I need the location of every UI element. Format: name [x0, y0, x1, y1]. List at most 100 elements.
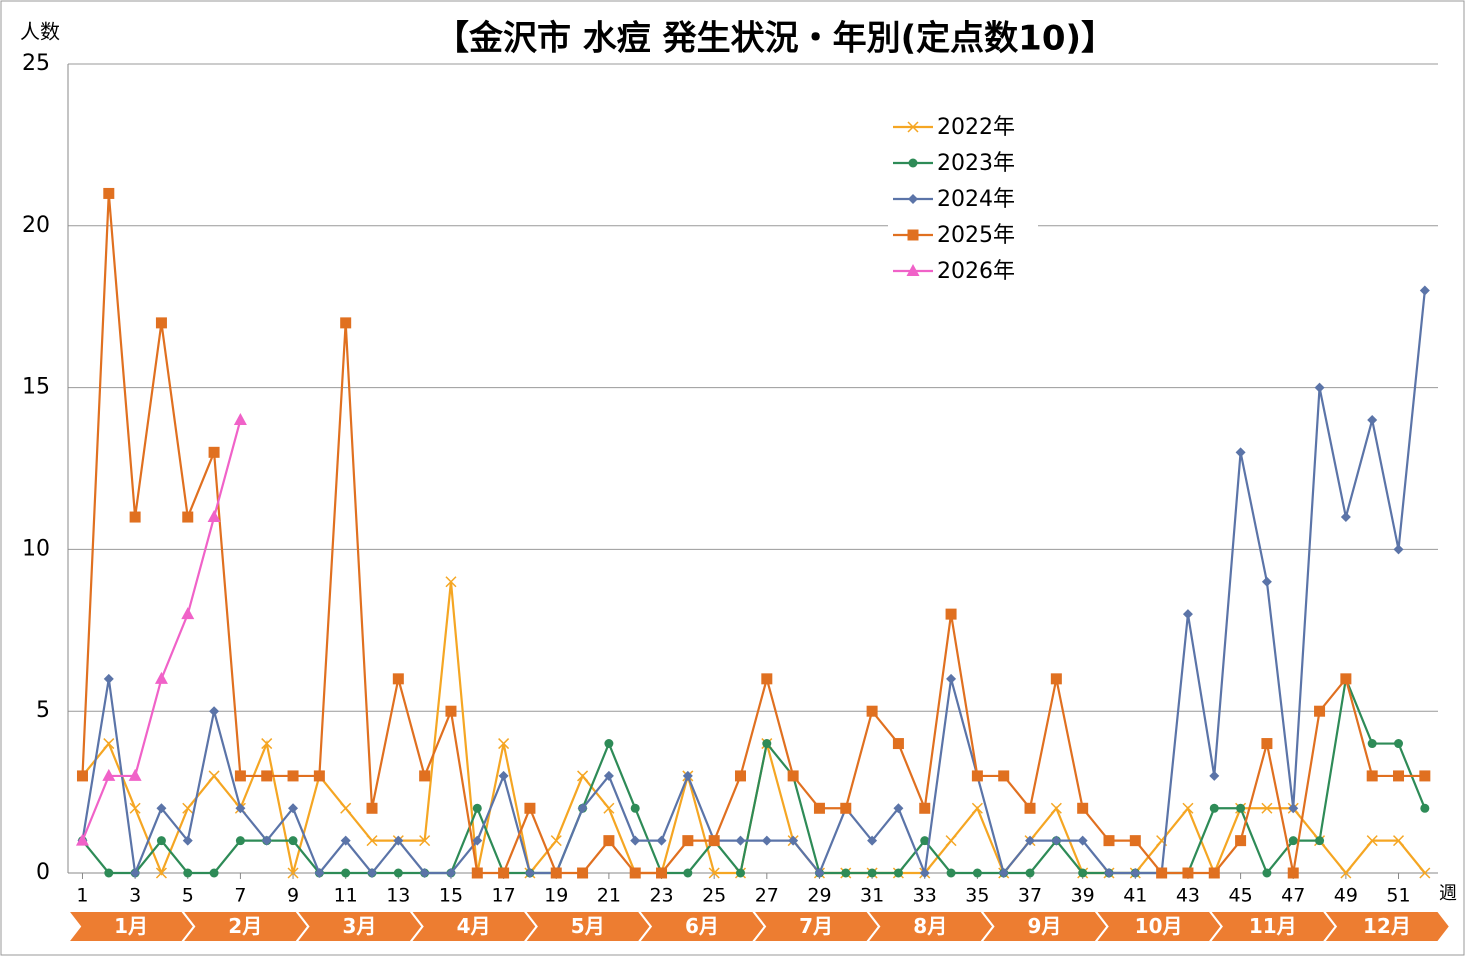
marker — [288, 836, 298, 846]
marker — [1366, 770, 1378, 782]
marker — [604, 739, 614, 749]
marker — [341, 868, 351, 878]
marker — [1236, 803, 1246, 813]
marker — [893, 868, 903, 878]
marker — [1419, 867, 1431, 879]
x-tick-label: 11 — [334, 885, 358, 907]
marker — [971, 770, 983, 782]
marker — [1235, 835, 1247, 847]
marker — [1261, 576, 1272, 587]
marker — [103, 738, 115, 750]
series-line — [81, 290, 1426, 878]
marker — [340, 835, 351, 846]
series-line — [81, 193, 1425, 875]
y-tick-label: 10 — [22, 536, 50, 561]
marker — [445, 576, 457, 588]
marker — [788, 835, 799, 846]
marker — [128, 768, 142, 781]
marker — [945, 835, 957, 847]
marker — [235, 836, 245, 846]
marker — [1315, 836, 1325, 846]
marker — [314, 868, 325, 878]
marker — [1077, 835, 1088, 846]
marker — [313, 770, 325, 782]
marker — [498, 867, 510, 879]
marker — [920, 836, 930, 846]
x-tick-label: 3 — [129, 885, 141, 907]
marker — [209, 868, 219, 878]
x-tick-label: 21 — [597, 885, 621, 907]
marker — [76, 770, 88, 782]
month-label: 6月 — [685, 914, 719, 938]
marker — [1288, 803, 1299, 814]
month-label: 1月 — [114, 914, 148, 938]
month-label: 12月 — [1363, 914, 1411, 938]
marker — [1314, 382, 1325, 393]
marker — [867, 835, 878, 846]
marker — [1366, 835, 1378, 847]
marker — [155, 867, 167, 879]
y-tick-label: 0 — [36, 860, 50, 885]
marker — [233, 412, 247, 425]
x-tick-label: 33 — [913, 885, 937, 907]
marker — [1288, 836, 1298, 846]
month-label: 10月 — [1135, 914, 1183, 938]
marker — [998, 770, 1010, 782]
marker — [1025, 868, 1035, 878]
marker — [1182, 609, 1193, 620]
marker — [735, 835, 746, 846]
marker — [207, 510, 221, 523]
marker — [762, 739, 772, 749]
marker — [340, 317, 352, 329]
marker — [261, 770, 273, 782]
marker — [946, 868, 956, 878]
marker — [1340, 867, 1352, 879]
marker — [1182, 802, 1194, 814]
marker — [367, 868, 378, 878]
marker — [208, 770, 220, 782]
x-tick-label: 5 — [182, 885, 194, 907]
marker — [1367, 739, 1377, 749]
marker — [682, 835, 694, 847]
marker — [945, 608, 957, 620]
marker — [1262, 868, 1272, 878]
marker — [1050, 673, 1062, 685]
marker — [261, 738, 273, 750]
marker — [155, 317, 167, 329]
y-tick-label: 15 — [22, 375, 50, 400]
marker — [366, 835, 378, 847]
marker — [471, 867, 483, 879]
x-axis-label: 週 — [1439, 883, 1457, 904]
x-tick-label: 25 — [702, 885, 726, 907]
x-tick-label: 7 — [234, 885, 246, 907]
marker — [814, 868, 825, 878]
marker — [1182, 867, 1194, 879]
legend-marker — [907, 229, 919, 241]
x-tick-label: 19 — [544, 885, 568, 907]
marker — [419, 770, 431, 782]
x-tick-label: 39 — [1071, 885, 1095, 907]
marker — [1419, 770, 1431, 782]
marker — [787, 770, 799, 782]
marker — [340, 802, 352, 814]
marker — [472, 835, 483, 846]
marker — [734, 770, 746, 782]
marker — [603, 835, 615, 847]
y-axis-label: 人数 — [20, 20, 60, 44]
x-tick-label: 51 — [1386, 885, 1410, 907]
marker — [813, 802, 825, 814]
marker — [603, 802, 615, 814]
marker — [761, 673, 773, 685]
x-tick-label: 41 — [1123, 885, 1147, 907]
marker — [104, 868, 114, 878]
month-label: 5月 — [571, 914, 605, 938]
marker — [393, 868, 403, 878]
marker — [1024, 802, 1036, 814]
x-tick-label: 27 — [755, 885, 779, 907]
marker — [1340, 512, 1351, 523]
marker — [630, 803, 640, 813]
marker — [1419, 285, 1430, 296]
marker — [708, 835, 720, 847]
marker — [366, 802, 378, 814]
marker — [1077, 802, 1089, 814]
